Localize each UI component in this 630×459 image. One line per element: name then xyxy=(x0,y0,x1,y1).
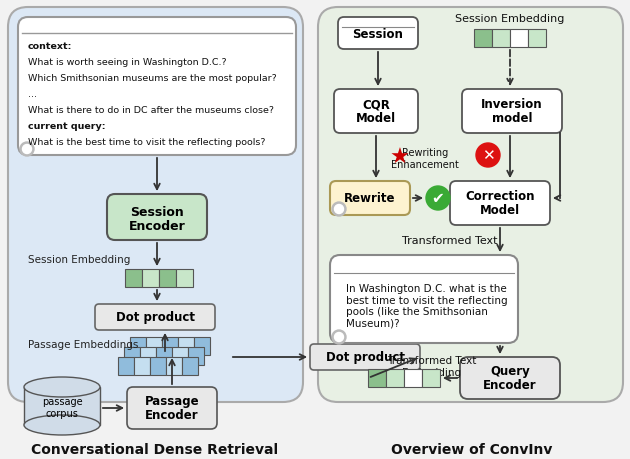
Text: Encoder: Encoder xyxy=(129,220,185,233)
Circle shape xyxy=(332,330,346,344)
Bar xyxy=(474,30,492,48)
Text: context:: context: xyxy=(28,42,72,51)
Bar xyxy=(368,369,386,387)
Bar xyxy=(140,347,156,365)
FancyBboxPatch shape xyxy=(310,344,420,370)
FancyBboxPatch shape xyxy=(318,8,623,402)
Bar xyxy=(178,337,194,355)
Text: passage
corpus: passage corpus xyxy=(42,396,83,418)
FancyBboxPatch shape xyxy=(330,256,518,343)
Bar xyxy=(166,357,182,375)
Bar xyxy=(188,347,204,365)
Text: Session: Session xyxy=(353,28,403,40)
FancyBboxPatch shape xyxy=(450,182,550,225)
Bar xyxy=(176,269,193,287)
Circle shape xyxy=(426,187,450,211)
Ellipse shape xyxy=(24,377,100,397)
Bar xyxy=(134,357,150,375)
FancyBboxPatch shape xyxy=(330,182,410,216)
Text: ★: ★ xyxy=(390,148,410,168)
Text: Query: Query xyxy=(490,365,530,378)
Text: Session: Session xyxy=(130,206,184,219)
Bar xyxy=(510,30,528,48)
Bar xyxy=(124,347,140,365)
Bar xyxy=(172,347,188,365)
Text: What is worth seeing in Washington D.C.?: What is worth seeing in Washington D.C.? xyxy=(28,58,227,67)
Circle shape xyxy=(335,333,343,342)
Text: Rewriting
Enhancement: Rewriting Enhancement xyxy=(391,148,459,169)
Text: Conversational Dense Retrieval: Conversational Dense Retrieval xyxy=(32,442,278,456)
Text: Correction: Correction xyxy=(465,190,535,203)
FancyBboxPatch shape xyxy=(460,357,560,399)
Text: What is the best time to visit the reflecting pools?: What is the best time to visit the refle… xyxy=(28,138,265,147)
Text: Session Embedding: Session Embedding xyxy=(28,254,130,264)
Circle shape xyxy=(20,143,34,157)
Bar xyxy=(492,30,510,48)
FancyBboxPatch shape xyxy=(334,90,418,134)
Bar xyxy=(24,387,100,425)
Text: Passage Embeddings: Passage Embeddings xyxy=(28,339,139,349)
FancyBboxPatch shape xyxy=(338,18,418,50)
Text: CQR: CQR xyxy=(362,98,390,111)
Bar xyxy=(130,337,146,355)
Ellipse shape xyxy=(24,415,100,435)
Bar xyxy=(194,337,210,355)
Text: ✔: ✔ xyxy=(432,191,444,206)
Text: Encoder: Encoder xyxy=(483,379,537,392)
Text: Model: Model xyxy=(356,112,396,125)
Bar xyxy=(528,30,546,48)
Bar xyxy=(182,357,198,375)
Text: Transformed Text: Transformed Text xyxy=(402,235,498,246)
Circle shape xyxy=(332,202,346,217)
Text: Encoder: Encoder xyxy=(145,409,199,421)
Text: Inversion: Inversion xyxy=(481,98,543,111)
Text: Session Embedding: Session Embedding xyxy=(455,14,564,24)
Text: ✕: ✕ xyxy=(481,148,495,163)
Text: Rewrite: Rewrite xyxy=(344,192,396,205)
Bar xyxy=(146,337,162,355)
Text: Transformed Text
Embedding: Transformed Text Embedding xyxy=(387,355,477,377)
Text: Overview of ConvInv: Overview of ConvInv xyxy=(391,442,553,456)
Bar xyxy=(118,357,134,375)
Bar xyxy=(142,269,159,287)
Text: Dot product: Dot product xyxy=(326,351,404,364)
Text: ...: ... xyxy=(28,90,37,99)
Bar xyxy=(156,347,172,365)
FancyBboxPatch shape xyxy=(462,90,562,134)
Bar xyxy=(159,269,176,287)
Text: Model: Model xyxy=(480,204,520,217)
Circle shape xyxy=(23,145,32,154)
Text: Passage: Passage xyxy=(145,395,199,408)
Text: current query:: current query: xyxy=(28,122,105,131)
Circle shape xyxy=(335,205,343,214)
Bar xyxy=(162,337,178,355)
Bar xyxy=(404,369,422,387)
Circle shape xyxy=(476,144,500,168)
FancyBboxPatch shape xyxy=(107,195,207,241)
Text: What is there to do in DC after the museums close?: What is there to do in DC after the muse… xyxy=(28,106,274,115)
Bar xyxy=(386,369,404,387)
Text: Which Smithsonian museums are the most popular?: Which Smithsonian museums are the most p… xyxy=(28,74,277,83)
FancyBboxPatch shape xyxy=(95,304,215,330)
Bar xyxy=(150,357,166,375)
FancyBboxPatch shape xyxy=(8,8,303,402)
Text: model: model xyxy=(492,112,532,125)
Bar xyxy=(422,369,440,387)
Text: In Washington D.C. what is the
best time to visit the reflecting
pools (like the: In Washington D.C. what is the best time… xyxy=(346,283,508,328)
Text: Dot product: Dot product xyxy=(115,311,195,324)
Bar xyxy=(125,269,142,287)
FancyBboxPatch shape xyxy=(18,18,296,156)
FancyBboxPatch shape xyxy=(127,387,217,429)
